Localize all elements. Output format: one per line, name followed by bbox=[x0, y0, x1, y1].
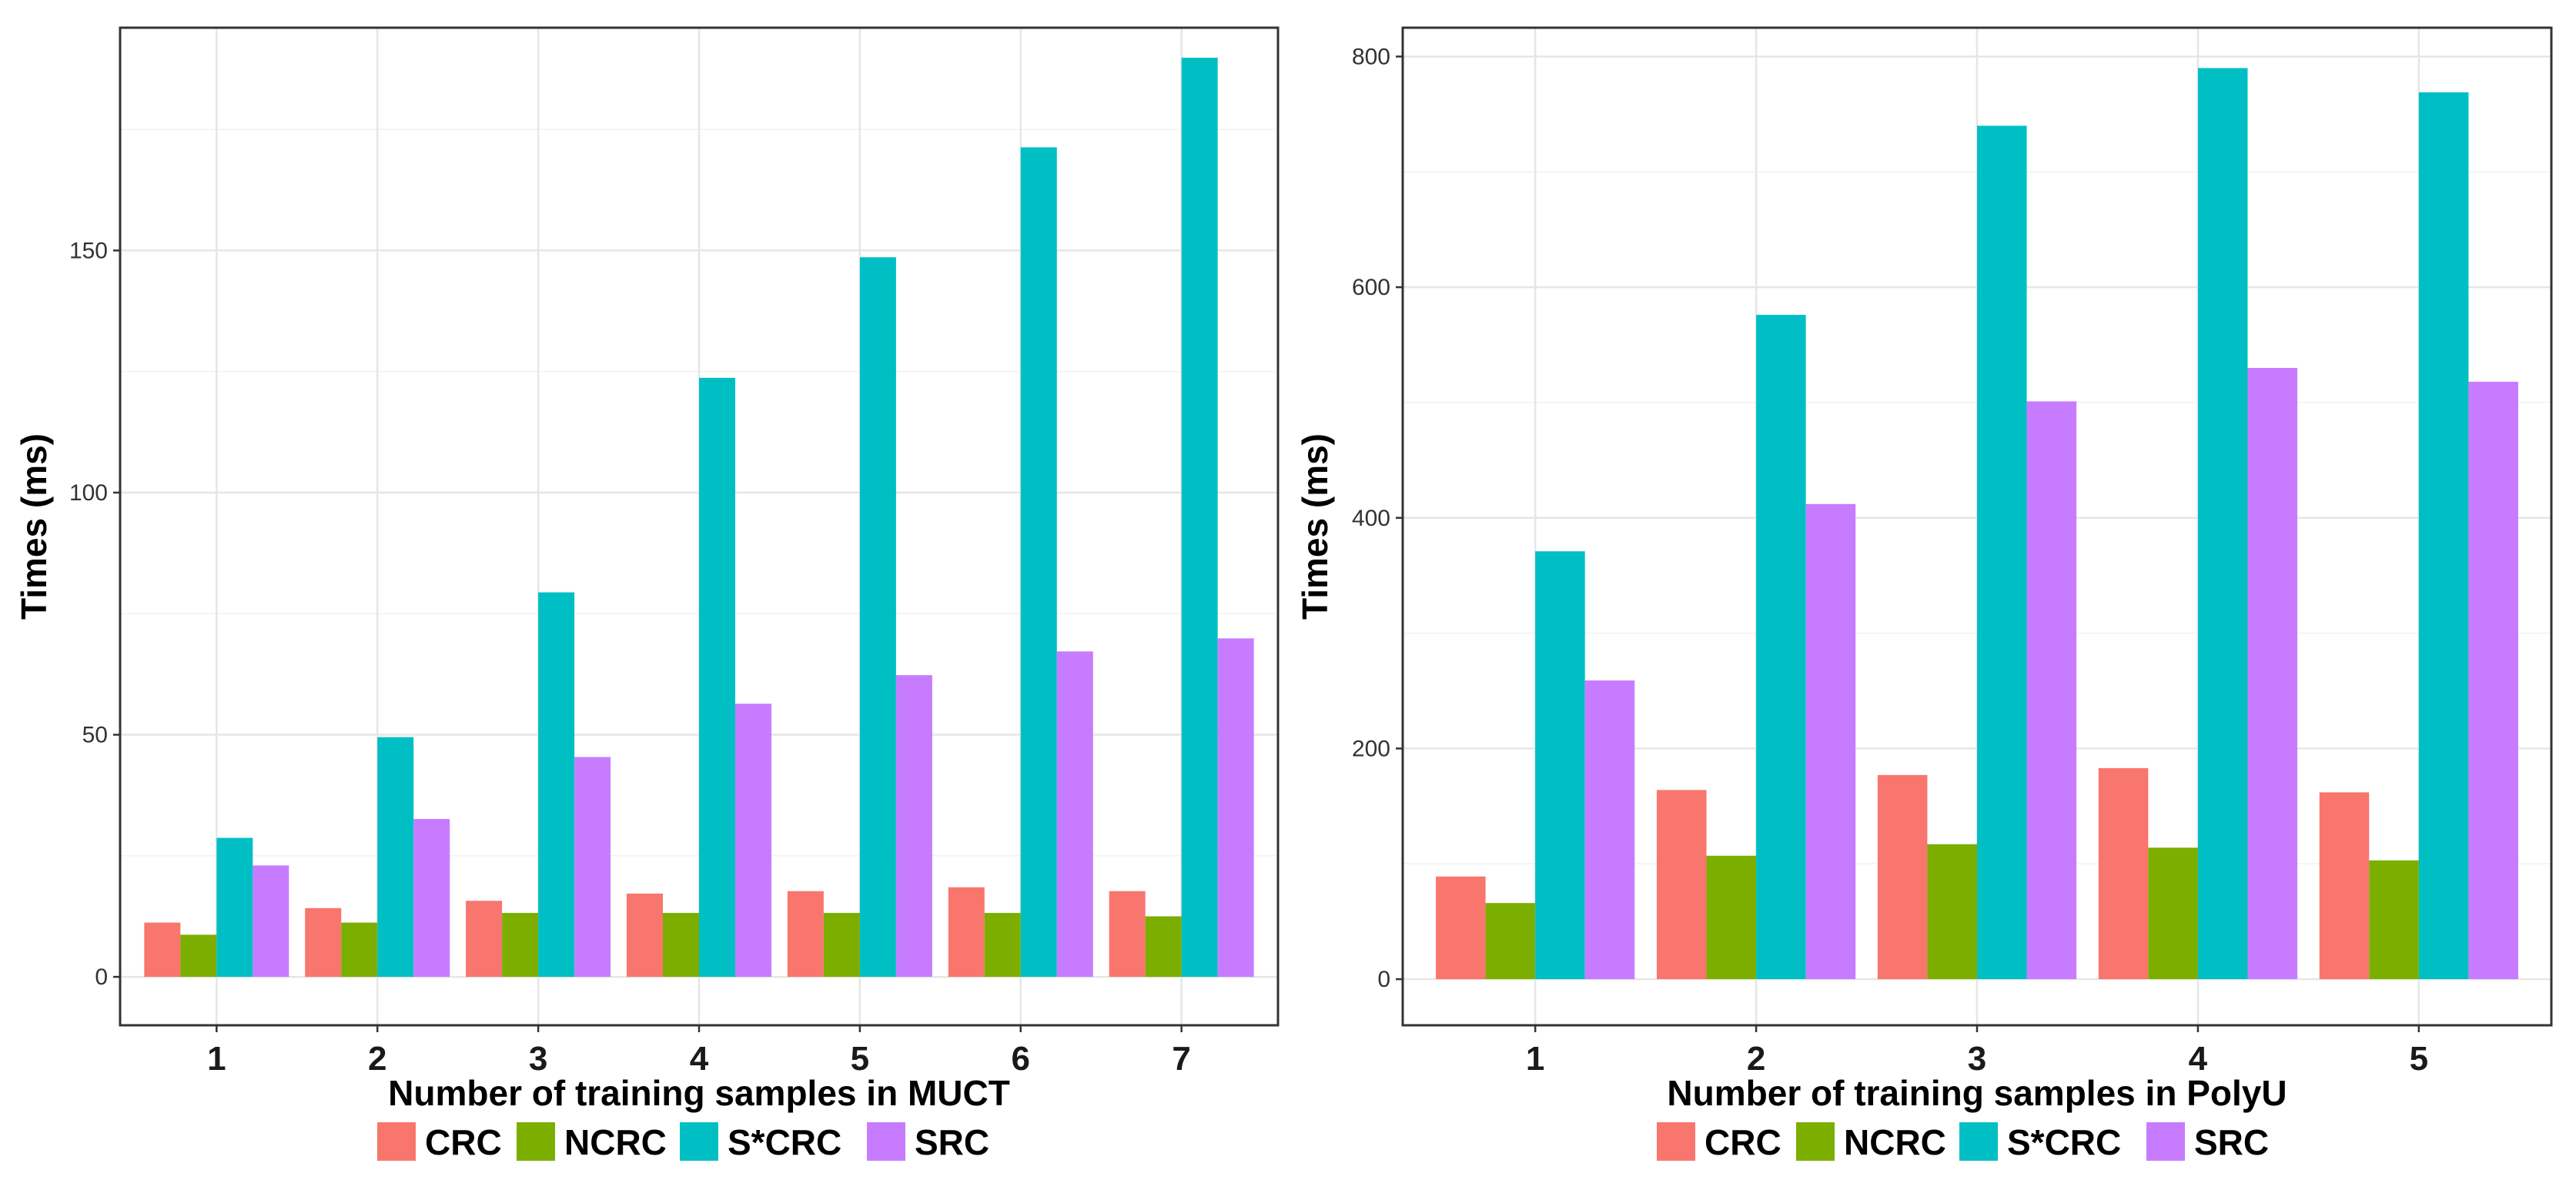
bar-crc-3 bbox=[1877, 774, 1928, 980]
bar-src-6 bbox=[1056, 651, 1093, 978]
chart-1: 0 50 100 150 1 2 3 4 5 6 7 Number of training sampl… bbox=[14, 26, 1280, 1162]
bar-src-2 bbox=[413, 818, 450, 978]
x-axis-title: Number of training samples in PolyU bbox=[1667, 1073, 2287, 1113]
x-tick-label: 2 bbox=[368, 1040, 386, 1078]
bar-sstarcrc-2 bbox=[1756, 315, 1806, 980]
x-tick-label: 3 bbox=[1968, 1040, 1986, 1078]
legend-key-sstarcrc bbox=[1959, 1122, 1998, 1161]
bar-src-2 bbox=[1805, 503, 1856, 980]
y-tick-label: 400 bbox=[1352, 506, 1390, 531]
bar-sstarcrc-3 bbox=[538, 592, 575, 978]
bar-ncrc-7 bbox=[1145, 916, 1182, 978]
bar-sstarcrc-1 bbox=[216, 837, 253, 978]
bar-ncrc-3 bbox=[502, 913, 539, 978]
x-axis-title: Number of training samples in MUCT bbox=[388, 1073, 1010, 1113]
bar-ncrc-2 bbox=[341, 922, 378, 978]
legend: CRC NCRC S*CRC SRC bbox=[377, 1122, 989, 1162]
bar-ncrc-4 bbox=[2148, 847, 2198, 980]
bar-crc-3 bbox=[466, 901, 503, 978]
bar-sstarcrc-2 bbox=[377, 737, 414, 978]
legend-label: CRC bbox=[425, 1122, 502, 1162]
bar-crc-1 bbox=[1436, 876, 1486, 980]
bar-src-3 bbox=[574, 757, 611, 978]
legend-label: S*CRC bbox=[2007, 1122, 2121, 1162]
legend: CRC NCRC S*CRC SRC bbox=[1657, 1122, 2269, 1162]
bar-ncrc-2 bbox=[1706, 855, 1757, 980]
legend-key-crc bbox=[1657, 1122, 1695, 1161]
legend-label: NCRC bbox=[1844, 1122, 1946, 1162]
legend-key-src bbox=[2146, 1122, 2185, 1161]
legend-key-sstarcrc bbox=[680, 1122, 718, 1161]
bar-src-3 bbox=[2026, 401, 2077, 980]
bar-crc-1 bbox=[144, 922, 181, 978]
bar-sstarcrc-4 bbox=[699, 377, 735, 978]
x-tick-label: 7 bbox=[1172, 1040, 1190, 1078]
bar-sstarcrc-5 bbox=[859, 257, 896, 978]
bar-crc-4 bbox=[627, 893, 663, 978]
bar-sstarcrc-1 bbox=[1535, 551, 1585, 980]
bar-ncrc-1 bbox=[1485, 903, 1536, 980]
bar-crc-2 bbox=[305, 908, 342, 978]
bar-ncrc-1 bbox=[180, 934, 217, 978]
bar-src-5 bbox=[2468, 381, 2518, 980]
bar-crc-5 bbox=[2319, 792, 2370, 980]
bar-crc-5 bbox=[787, 891, 824, 978]
chart-2: 0 200 400 600 800 1 2 3 4 5 Number of training sam… bbox=[1295, 26, 2553, 1162]
legend-key-ncrc bbox=[1796, 1122, 1835, 1161]
bar-ncrc-5 bbox=[823, 913, 860, 978]
bar-sstarcrc-3 bbox=[1977, 125, 2027, 980]
x-tick-label: 2 bbox=[1747, 1040, 1765, 1078]
bar-sstarcrc-4 bbox=[2197, 68, 2248, 980]
bar-ncrc-5 bbox=[2369, 860, 2419, 980]
x-tick-label: 6 bbox=[1012, 1040, 1030, 1078]
bar-crc-7 bbox=[1109, 891, 1146, 978]
y-tick-label: 0 bbox=[1377, 967, 1390, 992]
x-tick-label: 3 bbox=[529, 1040, 547, 1078]
bar-crc-4 bbox=[2098, 767, 2149, 980]
x-tick-label: 1 bbox=[1526, 1040, 1544, 1078]
y-tick-label: 600 bbox=[1352, 275, 1390, 300]
bar-src-4 bbox=[2247, 367, 2298, 980]
legend-key-crc bbox=[377, 1122, 416, 1161]
bar-crc-6 bbox=[948, 887, 985, 978]
y-tick-label: 200 bbox=[1352, 736, 1390, 761]
bar-sstarcrc-5 bbox=[2418, 92, 2469, 980]
legend-label: CRC bbox=[1705, 1122, 1781, 1162]
x-tick-label: 4 bbox=[2189, 1040, 2208, 1078]
bar-src-4 bbox=[735, 704, 771, 978]
bar-ncrc-6 bbox=[984, 913, 1021, 978]
legend-label: SRC bbox=[2194, 1122, 2269, 1162]
legend-key-src bbox=[867, 1122, 905, 1161]
y-axis-title: Times (ms) bbox=[14, 433, 54, 620]
legend-label: S*CRC bbox=[728, 1122, 841, 1162]
bar-src-1 bbox=[253, 865, 289, 978]
y-tick-label: 0 bbox=[95, 964, 108, 990]
x-tick-label: 5 bbox=[851, 1040, 869, 1078]
y-tick-label: 150 bbox=[69, 238, 108, 263]
x-tick-label: 5 bbox=[2410, 1040, 2428, 1078]
y-axis-title: Times (ms) bbox=[1295, 433, 1335, 620]
bar-src-1 bbox=[1584, 680, 1635, 980]
legend-label: NCRC bbox=[564, 1122, 667, 1162]
y-tick-label: 100 bbox=[69, 480, 108, 506]
bar-sstarcrc-6 bbox=[1020, 147, 1057, 978]
x-tick-label: 1 bbox=[207, 1040, 226, 1078]
bar-src-5 bbox=[895, 675, 932, 978]
y-tick-label: 800 bbox=[1352, 44, 1390, 69]
bar-crc-2 bbox=[1656, 790, 1707, 980]
bar-ncrc-3 bbox=[1927, 844, 1977, 980]
y-tick-label: 50 bbox=[82, 723, 108, 748]
legend-key-ncrc bbox=[517, 1122, 555, 1161]
bar-src-7 bbox=[1217, 638, 1254, 978]
bar-sstarcrc-7 bbox=[1181, 58, 1218, 978]
bar-ncrc-4 bbox=[663, 913, 699, 978]
legend-label: SRC bbox=[915, 1122, 989, 1162]
x-tick-label: 4 bbox=[690, 1040, 709, 1078]
